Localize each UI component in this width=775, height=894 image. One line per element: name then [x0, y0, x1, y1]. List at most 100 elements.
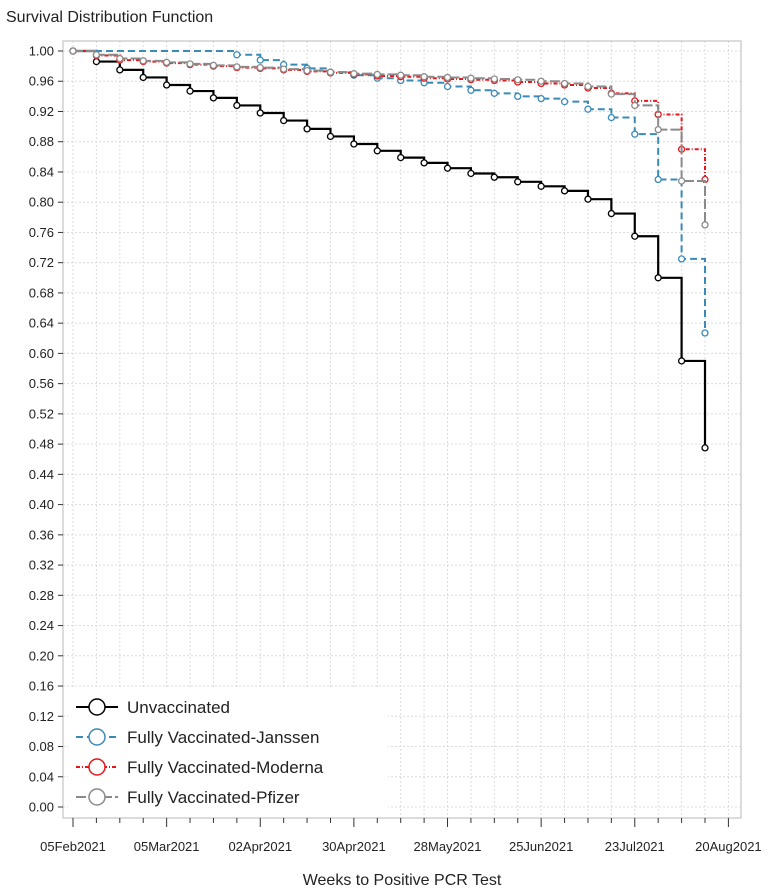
y-tick-label: 0.52: [29, 406, 54, 421]
legend-label: Fully Vaccinated-Pfizer: [127, 788, 300, 807]
series-point: [467, 86, 475, 94]
series-point: [701, 221, 709, 229]
legend-swatch-marker: [88, 698, 106, 716]
series-point: [443, 82, 452, 91]
series-point: [92, 57, 101, 66]
y-tick-label: 0.36: [29, 527, 54, 542]
series-point: [186, 60, 194, 68]
plot-frame: [62, 40, 742, 819]
legend-label: Unvaccinated: [127, 698, 230, 717]
x-tick-label: 25Jun2021: [509, 839, 573, 854]
series-point: [607, 209, 616, 218]
x-tick-label: 28May2021: [414, 839, 482, 854]
y-tick-label: 0.56: [29, 376, 54, 391]
series-point: [631, 101, 639, 110]
y-tick-label: 0.60: [29, 346, 54, 361]
y-tick-label: 0.68: [29, 285, 54, 300]
series-point: [139, 73, 147, 82]
series-point: [677, 357, 686, 365]
y-tick-label: 0.76: [29, 225, 54, 240]
series-point: [326, 68, 335, 76]
series-point: [490, 75, 498, 83]
series-point: [607, 90, 616, 98]
series-point: [373, 70, 381, 79]
y-tick-label: 0.16: [29, 679, 54, 694]
series-point: [186, 87, 194, 95]
series-point: [233, 51, 241, 59]
legend-swatch-marker: [88, 788, 106, 806]
x-tick-label: 23Jul2021: [605, 839, 665, 854]
series-line: [73, 49, 707, 448]
series-point: [560, 79, 569, 88]
series-point: [631, 232, 639, 240]
series-point: [162, 58, 171, 66]
series-unvaccinated: [69, 47, 709, 452]
series-point: [256, 56, 264, 64]
series-point: [69, 47, 77, 55]
series-point: [490, 173, 498, 181]
series-point: [654, 175, 662, 184]
series-point: [677, 177, 686, 185]
x-tick-label: 05Feb2021: [40, 839, 106, 854]
x-tick-label: 20Aug2021: [695, 839, 762, 854]
series-point: [467, 74, 475, 82]
series-point: [209, 94, 218, 102]
series-point: [584, 105, 592, 113]
series-point: [420, 73, 428, 81]
series-point: [350, 140, 358, 148]
series-point: [514, 92, 522, 101]
y-tick-label: 0.32: [29, 558, 54, 573]
series-point: [537, 182, 545, 190]
x-tick-label: 02Apr2021: [228, 839, 292, 854]
series-point: [490, 89, 498, 97]
legend-item: Fully Vaccinated-Moderna: [76, 758, 324, 777]
y-tick-label: 0.20: [29, 648, 54, 663]
series-point: [560, 187, 569, 195]
series-point: [584, 195, 592, 203]
series-fully-vaccinated-pfizer: [69, 47, 709, 229]
series-point: [326, 132, 335, 141]
series-point: [233, 63, 241, 71]
y-tick-label: 0.08: [29, 739, 54, 754]
series-point: [139, 57, 147, 65]
legend-swatch-marker: [88, 758, 106, 776]
series-point: [162, 81, 171, 89]
series-point: [467, 169, 475, 178]
series-point: [654, 125, 662, 134]
y-tick-label: 0.48: [29, 437, 54, 452]
y-axis: 0.00 0.04 0.08 0.12 0.16 0.20 0.24 0.28 0.32 0.36…: [29, 44, 63, 815]
y-tick-label: 0.12: [29, 709, 54, 724]
series-point: [607, 113, 616, 122]
series-point: [280, 116, 288, 125]
x-tick-label: 30Apr2021: [322, 839, 386, 854]
series-point: [116, 66, 124, 74]
series-point: [303, 67, 311, 75]
series-line: [73, 50, 706, 333]
series-point: [537, 77, 545, 85]
y-tick-label: 0.64: [29, 316, 54, 331]
series-point: [303, 125, 311, 133]
y-tick-label: 0.88: [29, 134, 54, 149]
x-axis: 05Feb2021 05Mar2021 02Apr2021 30Apr2021 28Ma…: [40, 818, 762, 854]
legend-item: Unvaccinated: [76, 698, 230, 717]
series-point: [443, 164, 452, 172]
series-point: [631, 130, 639, 138]
legend-label: Fully Vaccinated-Janssen: [127, 728, 319, 747]
series-point: [350, 70, 358, 78]
series-point: [584, 82, 592, 91]
series-point: [233, 101, 241, 110]
series-point: [514, 178, 522, 186]
series-point: [256, 63, 264, 72]
series-point: [654, 274, 662, 282]
legend-box: [68, 689, 388, 817]
series-point: [443, 73, 452, 82]
legend-item: Fully Vaccinated-Pfizer: [76, 788, 300, 807]
y-tick-label: 0.04: [29, 769, 54, 784]
series-point: [397, 153, 405, 162]
series-point: [537, 94, 545, 103]
x-axis-title: Weeks to Positive PCR Test: [303, 872, 502, 889]
series-point: [701, 444, 709, 452]
legend-swatch-marker: [88, 728, 106, 746]
y-tick-label: 0.80: [29, 195, 54, 210]
